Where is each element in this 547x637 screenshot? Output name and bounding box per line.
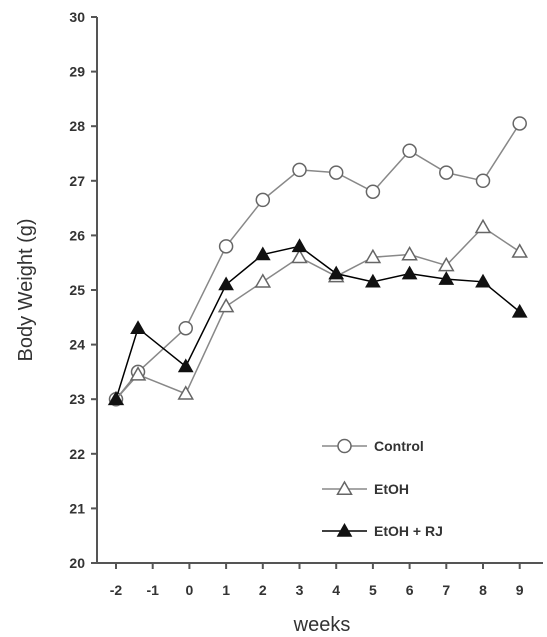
legend-label: Control	[374, 438, 424, 454]
legend-marker	[337, 438, 352, 454]
y-tick-label: 24	[69, 337, 85, 353]
data-point	[328, 165, 344, 180]
data-point	[365, 273, 381, 288]
y-tick-label: 28	[69, 118, 85, 134]
series-line	[115, 245, 521, 400]
data-point	[438, 256, 455, 272]
legend: Control EtOH EtOH + RJ	[322, 438, 443, 539]
data-point	[402, 143, 417, 159]
legend-item: EtOH	[322, 480, 409, 497]
data-point	[475, 173, 491, 189]
series-etoh	[107, 218, 528, 406]
legend-label: EtOH	[374, 481, 409, 497]
x-tick-label: 2	[259, 582, 267, 598]
x-tick-label: 6	[406, 582, 414, 598]
x-tick-label: -1	[146, 582, 159, 598]
data-point	[254, 246, 271, 261]
y-tick-label: 25	[69, 282, 85, 298]
data-point	[474, 218, 492, 234]
y-tick-label: 22	[69, 446, 85, 462]
x-tick-label: -2	[110, 582, 123, 598]
data-point	[177, 358, 194, 373]
series-layer	[107, 116, 528, 407]
legend-marker	[336, 480, 353, 495]
y-tick-label: 29	[69, 64, 85, 80]
y-tick-label: 27	[69, 173, 85, 189]
x-tick-label: 8	[479, 582, 487, 598]
legend-item: EtOH + RJ	[322, 522, 443, 539]
data-point	[511, 243, 528, 258]
legend-marker	[336, 522, 353, 537]
y-tick-label: 23	[69, 391, 85, 407]
series-etoh-rj	[108, 238, 528, 405]
y-axis-title: Body Weight (g)	[15, 218, 37, 361]
data-point	[130, 320, 146, 334]
x-tick-label: 5	[369, 582, 377, 598]
data-point	[401, 245, 418, 261]
data-point	[439, 165, 454, 180]
series-control	[108, 116, 527, 407]
data-point	[255, 192, 271, 208]
x-tick-label: 3	[296, 582, 304, 598]
data-point	[108, 391, 124, 405]
y-tick-label: 30	[69, 9, 85, 25]
data-point	[178, 320, 193, 336]
data-point	[365, 184, 381, 199]
y-tick-label: 21	[69, 500, 85, 516]
data-point	[254, 273, 272, 288]
y-tick-label: 26	[69, 227, 85, 243]
series-line	[115, 226, 521, 400]
data-point	[512, 116, 527, 131]
data-point	[438, 271, 455, 285]
data-point	[217, 297, 235, 313]
data-point	[177, 385, 195, 400]
x-tick-label: 0	[186, 582, 194, 598]
data-point	[129, 366, 147, 381]
x-tick-label: 9	[516, 582, 524, 598]
data-point	[401, 265, 418, 280]
data-point	[511, 303, 528, 318]
data-point	[218, 276, 234, 291]
legend-label: EtOH + RJ	[374, 523, 443, 539]
x-tick-label: 4	[332, 582, 340, 598]
x-tick-label: 7	[442, 582, 450, 598]
y-tick-label: 20	[69, 555, 85, 571]
data-point	[364, 248, 382, 264]
x-tick-label: 1	[222, 582, 230, 598]
data-point	[292, 162, 307, 178]
legend-item: Control	[322, 438, 424, 454]
x-axis-title: weeks	[293, 614, 351, 636]
series-line	[115, 123, 521, 400]
data-point	[328, 265, 345, 280]
data-point	[291, 248, 308, 264]
data-point	[291, 238, 308, 253]
data-point	[218, 239, 234, 254]
data-point	[475, 273, 491, 288]
